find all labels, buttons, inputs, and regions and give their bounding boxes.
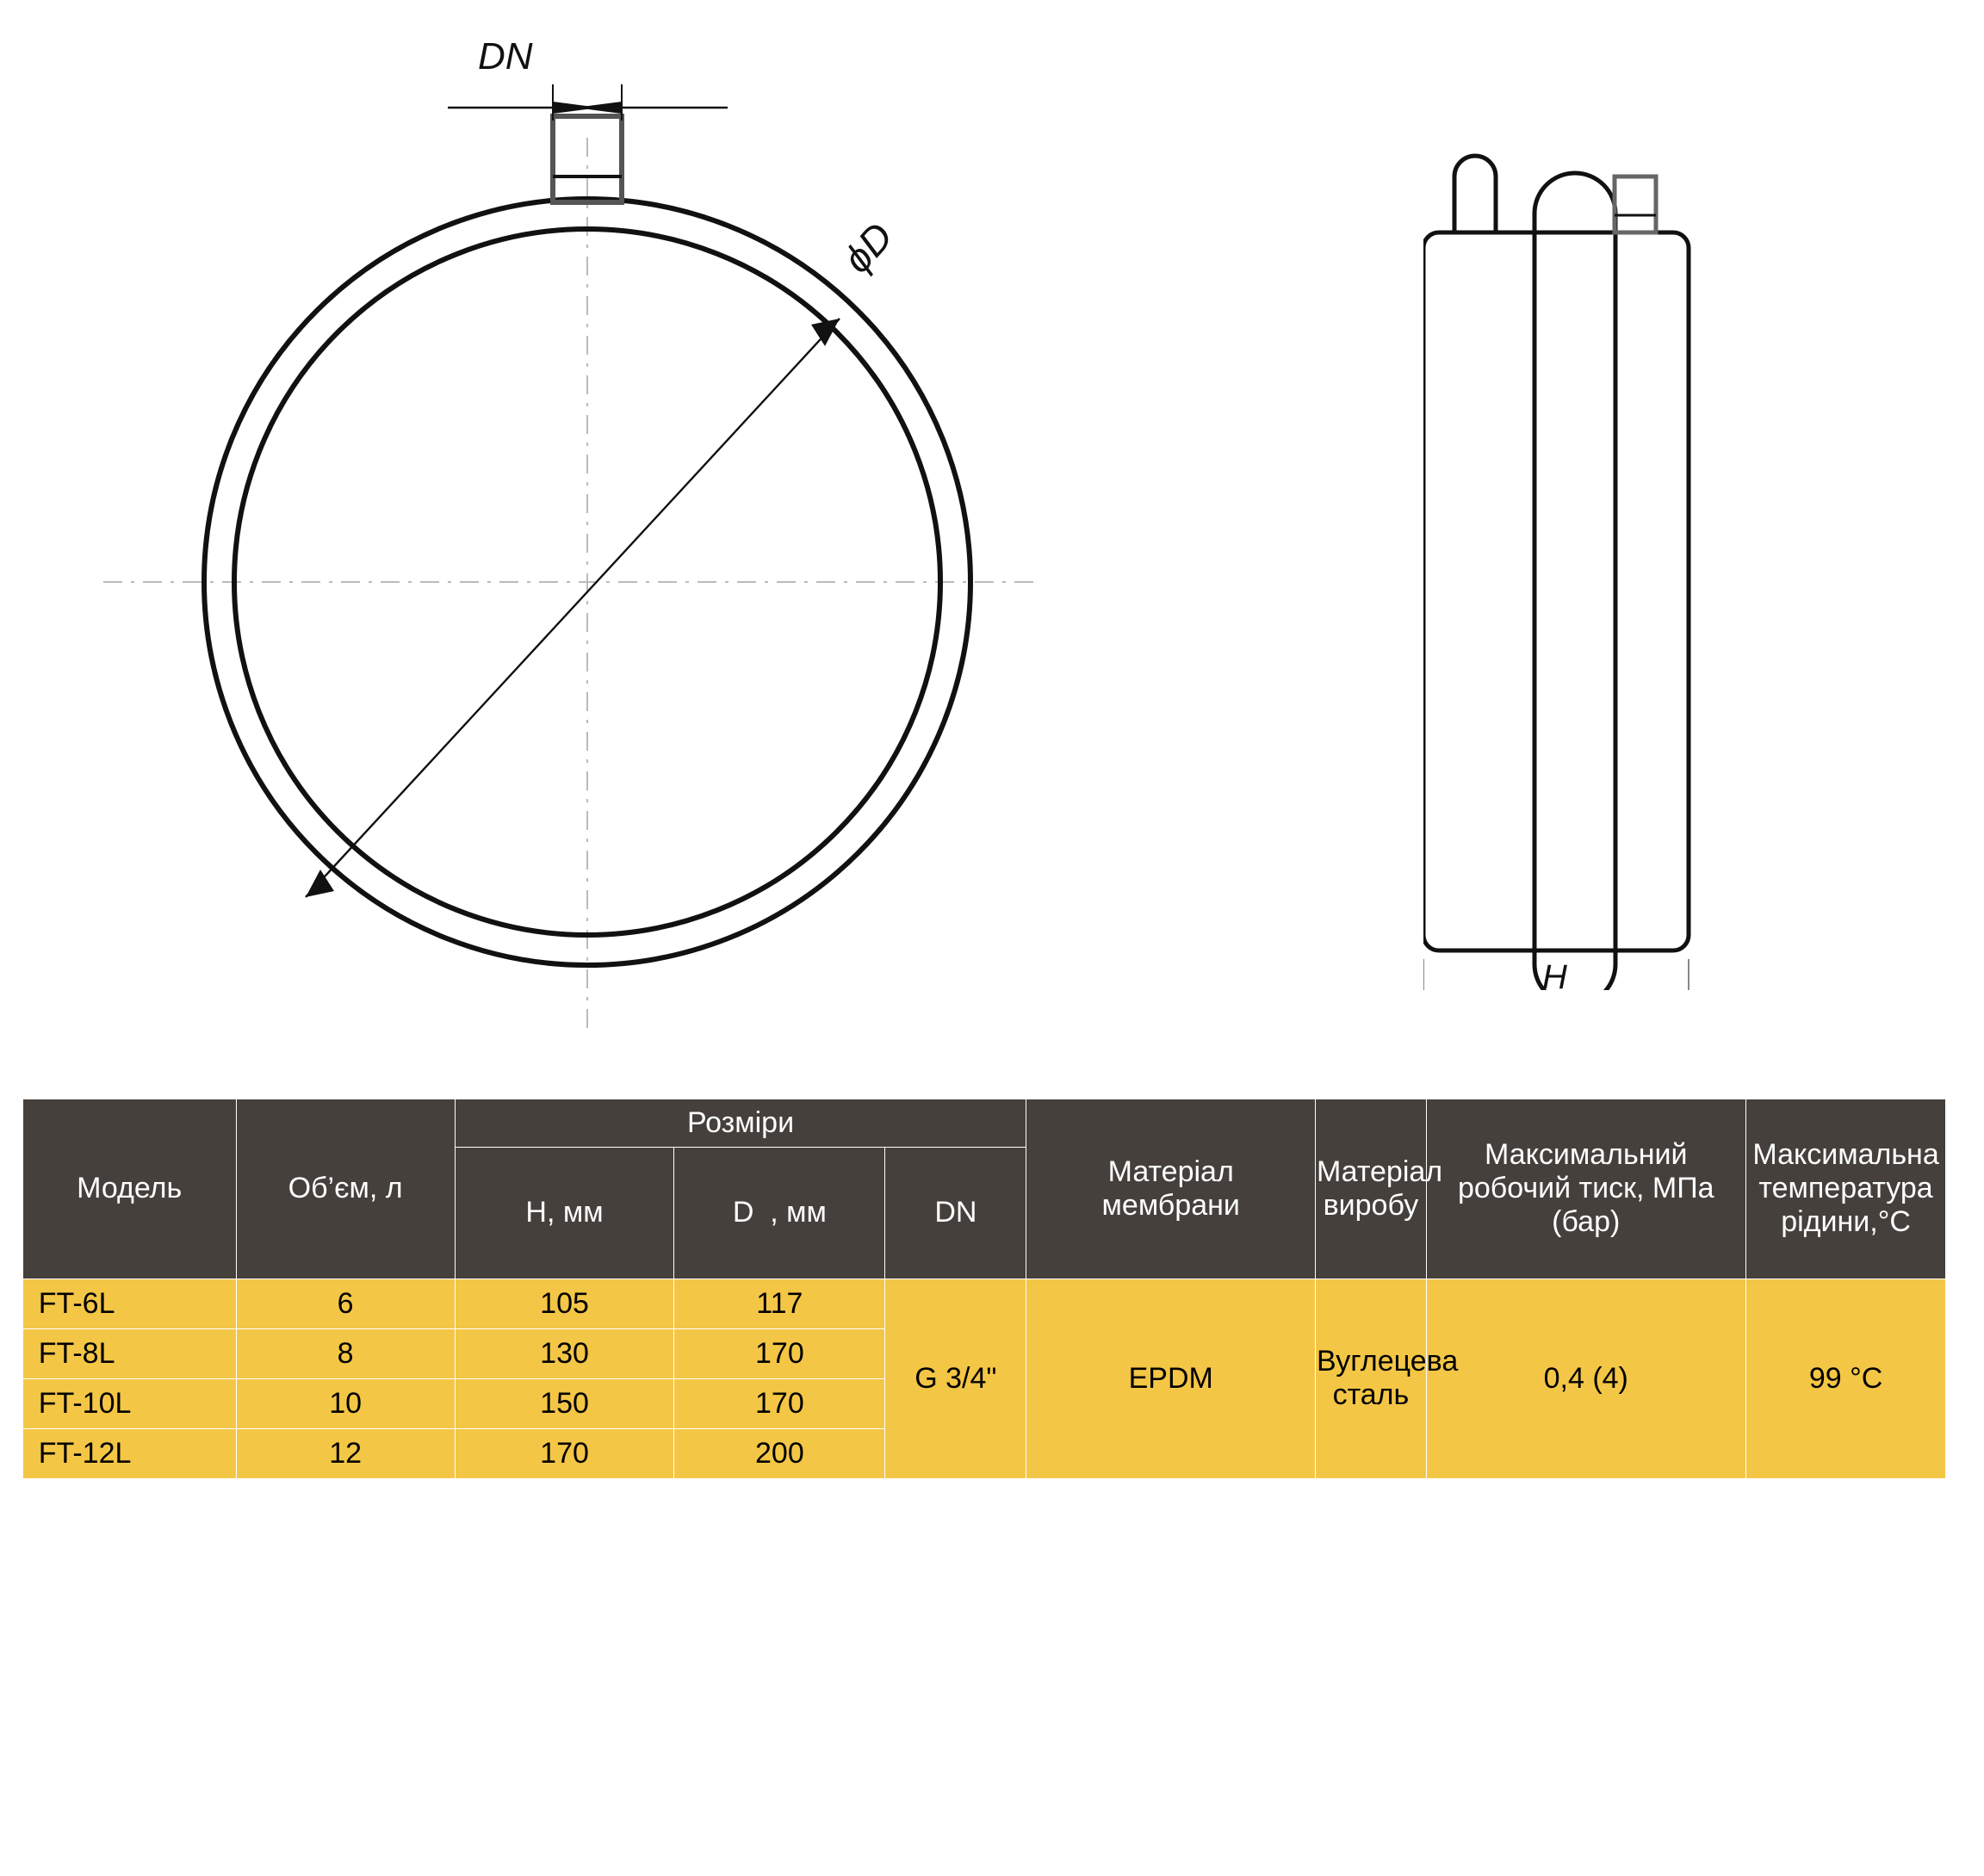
svg-text:H: H xyxy=(1542,958,1567,990)
svg-text:DN: DN xyxy=(478,35,533,77)
svg-text:ϕD: ϕD xyxy=(834,214,902,282)
